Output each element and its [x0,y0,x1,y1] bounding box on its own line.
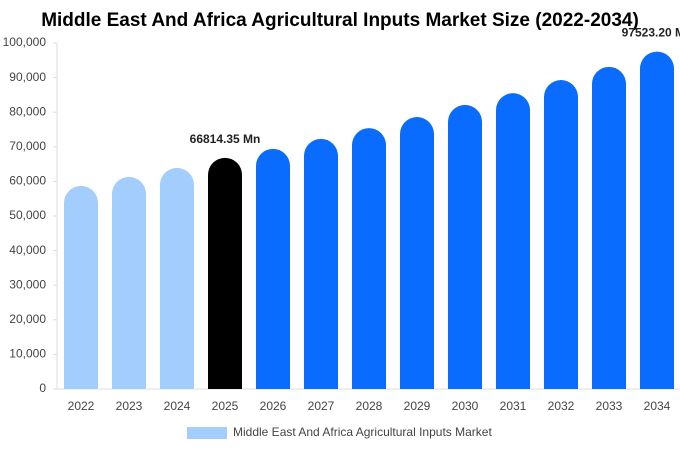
y-tick-label: 90,000 [9,70,46,84]
y-tick-label: 50,000 [9,208,46,222]
x-tick-label: 2025 [212,399,239,413]
x-tick-label: 2022 [68,399,95,413]
y-tick-label: 20,000 [9,312,46,326]
x-tick-label: 2033 [596,399,623,413]
y-tick-label: 80,000 [9,104,46,118]
y-tick-label: 100,000 [3,35,47,49]
bar [64,185,98,389]
legend-swatch [187,427,227,439]
bar [592,66,626,390]
x-tick-label: 2034 [644,399,671,413]
bar [448,104,482,389]
bar [256,148,290,389]
x-tick-label: 2031 [500,399,527,413]
bar [496,93,530,390]
legend-label: Middle East And Africa Agricultural Inpu… [233,425,492,439]
bar [544,80,578,389]
x-tick-label: 2030 [452,399,479,413]
bar [208,157,242,389]
x-tick-label: 2028 [356,399,383,413]
bar [352,128,386,389]
bar [112,176,146,389]
bar [304,138,338,389]
bar [640,51,674,389]
y-tick-label: 60,000 [9,174,46,188]
chart-title: Middle East And Africa Agricultural Inpu… [41,10,639,31]
value-label: 66814.35 Mn [190,132,261,146]
bar [160,167,194,389]
x-tick-label: 2027 [308,399,335,413]
y-tick-label: 40,000 [9,243,46,257]
x-tick-label: 2032 [548,399,575,413]
y-tick-label: 30,000 [9,277,46,291]
x-tick-label: 2029 [404,399,431,413]
x-tick-label: 2024 [164,399,191,413]
y-tick-label: 10,000 [9,347,46,361]
bar [400,117,434,389]
y-tick-label: 0 [39,381,46,395]
x-tick-label: 2023 [116,399,143,413]
x-tick-label: 2026 [260,399,287,413]
value-label: 97523.20 Mn [622,26,680,40]
y-tick-label: 70,000 [9,139,46,153]
